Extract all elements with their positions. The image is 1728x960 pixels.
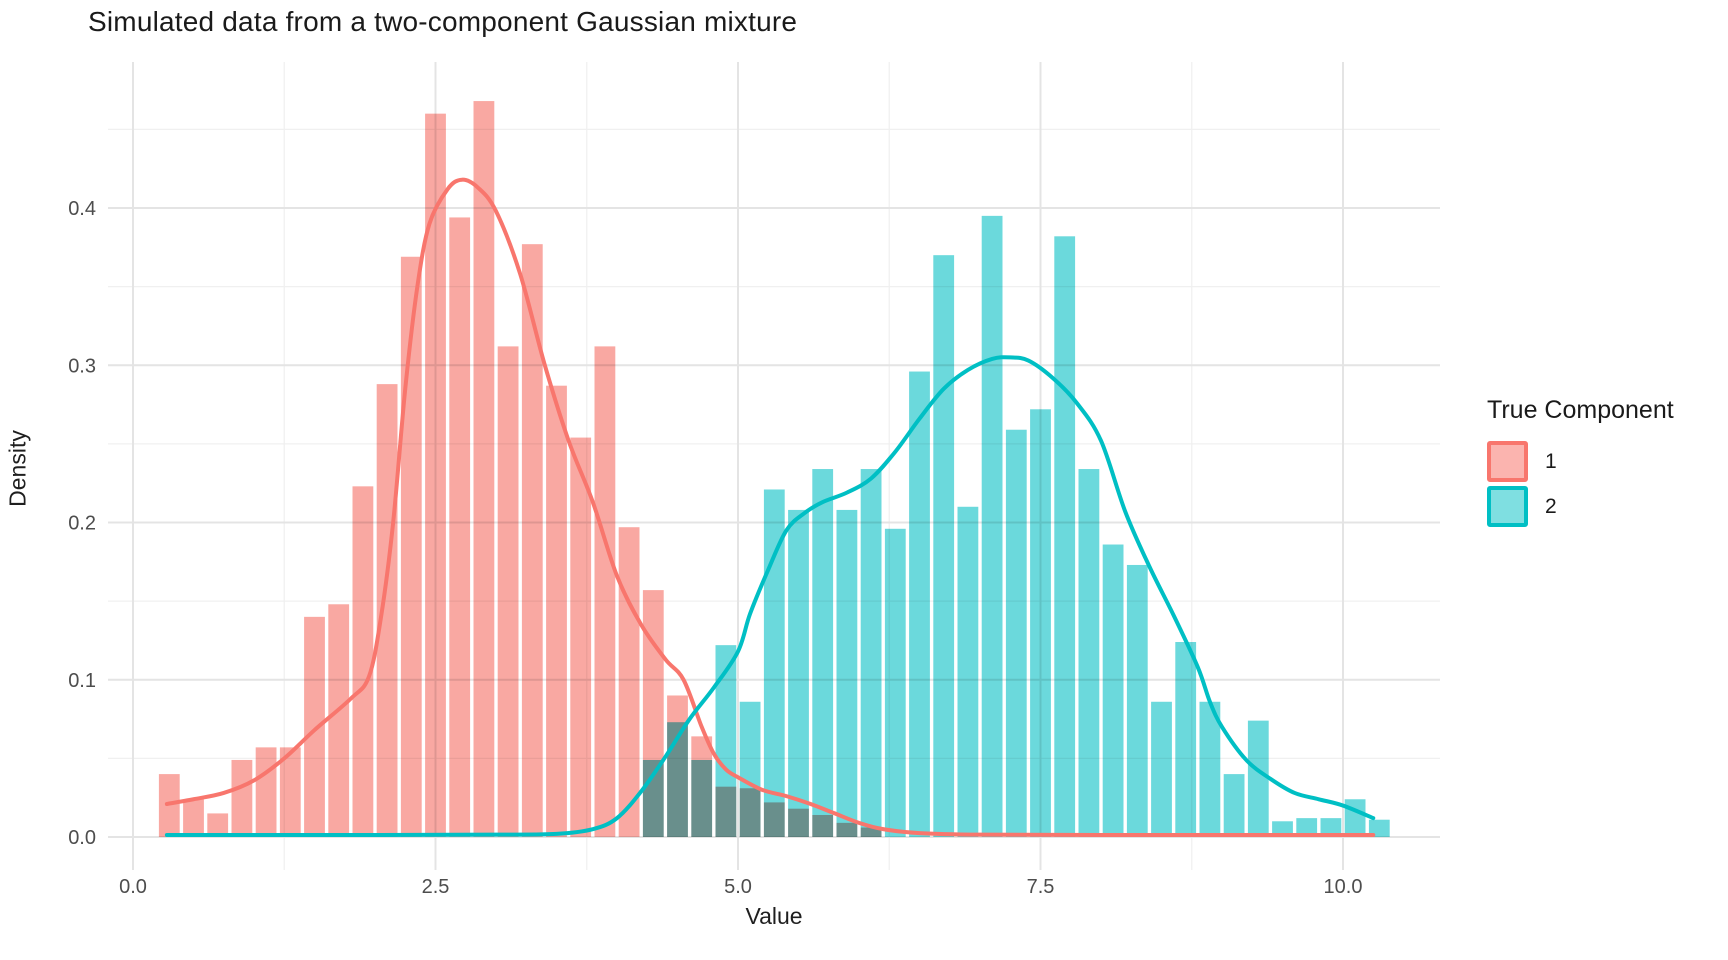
x-tick-label: 7.5: [1027, 876, 1055, 898]
legend-item-component-1: 1: [1487, 441, 1674, 482]
legend-swatch-component-1: [1487, 441, 1528, 482]
hist-bar-component-1: [425, 113, 446, 837]
hist-bar-component-1: [328, 604, 350, 837]
hist-bar-component-1: [304, 616, 325, 837]
x-tick-label: 10.0: [1324, 876, 1363, 898]
hist-bar-component-1: [521, 244, 543, 838]
chart-title: Simulated data from a two-component Gaus…: [88, 6, 798, 37]
y-tick-label: 0.3: [68, 355, 96, 377]
hist-bar-component-2: [1320, 818, 1342, 837]
hist-bar-component-1: [255, 747, 277, 837]
hist-bar-component-1: [400, 256, 422, 837]
hist-bar-component-2: [909, 371, 930, 837]
hist-bar-component-2: [1368, 819, 1390, 837]
legend-title: True Component: [1487, 396, 1674, 424]
density-curve-component-2: [164, 355, 1376, 837]
hist-bar-component-2: [860, 469, 882, 837]
hist-bar-component-2: [836, 509, 858, 837]
hist-bar-component-2: [1030, 409, 1051, 837]
hist-bar-component-2: [1223, 774, 1245, 837]
hist-bar-component-1: [594, 346, 616, 837]
hist-bar-component-1: [473, 101, 495, 837]
hist-bar-component-2: [1102, 544, 1124, 837]
hist-bar-component-1: [449, 217, 471, 837]
y-tick-label: 0.1: [68, 670, 96, 692]
x-tick-label: 5.0: [724, 876, 752, 898]
hist-bar-component-1: [546, 385, 567, 837]
hist-bar-component-2: [1054, 236, 1076, 837]
hist-bar-component-2: [1005, 429, 1027, 837]
y-axis-title: Density: [4, 430, 31, 507]
hist-bar-component-2: [788, 509, 809, 837]
hist-bar-component-2: [1151, 701, 1172, 837]
hist-bar-component-2: [884, 528, 906, 837]
legend-label-component-1: 1: [1545, 449, 1557, 473]
hist-bar-component-1: [570, 437, 592, 837]
hist-bar-component-1: [352, 486, 374, 837]
hist-bar-component-2: [957, 506, 979, 837]
hist-bar-component-2: [739, 701, 761, 837]
hist-bar-component-2: [715, 645, 737, 837]
y-tick-label: 0.4: [68, 198, 96, 220]
hist-bar-component-2: [1126, 564, 1148, 837]
hist-bar-component-2: [1175, 642, 1197, 837]
hist-bar-component-2: [1078, 469, 1100, 837]
hist-bar-component-1: [183, 799, 204, 837]
x-axis-title: Value: [745, 903, 803, 929]
density-curve-component-1: [164, 177, 1376, 837]
hist-bar-component-1: [231, 759, 253, 837]
legend-swatch-component-2: [1487, 486, 1528, 527]
hist-bar-component-2: [1247, 720, 1269, 837]
legend: True Component 1 2: [1487, 396, 1674, 531]
hist-bar-component-2: [763, 489, 785, 837]
y-tick-label: 0.2: [68, 513, 96, 535]
hist-bar-component-1: [207, 813, 229, 837]
hist-bar-component-1: [376, 384, 398, 837]
hist-bar-component-2: [812, 469, 834, 837]
legend-item-component-2: 2: [1487, 486, 1674, 527]
y-tick-label: 0.0: [68, 827, 96, 849]
hist-bar-component-2: [1199, 701, 1221, 837]
histogram-component-2: [642, 215, 1390, 838]
hist-bar-component-1: [618, 527, 640, 837]
hist-bar-component-2: [1344, 799, 1366, 837]
hist-bar-component-2: [691, 759, 713, 837]
hist-bar-component-2: [933, 255, 955, 838]
hist-bar-component-2: [981, 215, 1003, 838]
hist-bar-component-1: [497, 346, 519, 837]
hist-bar-component-1: [279, 747, 301, 837]
x-tick-label: 0.0: [119, 876, 147, 898]
hist-bar-component-2: [667, 722, 688, 837]
hist-bar-component-2: [1296, 818, 1318, 837]
legend-label-component-2: 2: [1545, 494, 1557, 518]
x-tick-label: 2.5: [422, 876, 450, 898]
